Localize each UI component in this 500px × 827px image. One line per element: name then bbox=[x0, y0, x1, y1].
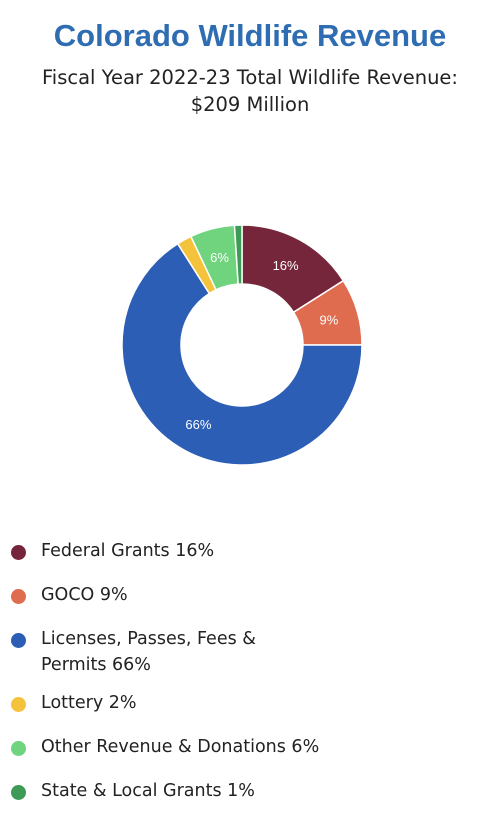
legend-swatch-other-revenue bbox=[11, 741, 26, 756]
slice-label-licenses-passes-fees-and-permits: 66% bbox=[185, 417, 211, 432]
chart-title: Colorado Wildlife Revenue bbox=[53, 18, 447, 53]
legend-label-other-revenue: Other Revenue & Donations 6% bbox=[41, 737, 320, 757]
legend-label-goco: GOCO 9% bbox=[41, 585, 128, 605]
slice-federal-grants[interactable] bbox=[241, 224, 345, 314]
subtitle-line-1: Fiscal Year 2022-23 Total Wildlife Reven… bbox=[41, 66, 458, 89]
legend-item-state-local-grants[interactable]: State & Local Grants 1% bbox=[11, 778, 491, 804]
legend-label-lottery: Lottery 2% bbox=[41, 693, 137, 713]
legend-swatch-lottery bbox=[11, 697, 26, 712]
slice-label-goco: 9% bbox=[320, 312, 339, 327]
legend-swatch-licenses bbox=[11, 633, 26, 648]
slice-label-other-revenue-and-donations: 6% bbox=[210, 250, 229, 265]
donut-labels: 16% 9% 66% 6% bbox=[185, 250, 338, 432]
legend-swatch-federal-grants bbox=[11, 545, 26, 560]
slice-label-federal-grants: 16% bbox=[273, 258, 299, 273]
legend-item-goco[interactable]: GOCO 9% bbox=[11, 582, 491, 608]
chart-legend: Federal Grants 16% GOCO 9% Licenses, Pas… bbox=[11, 538, 491, 822]
legend-item-other-revenue[interactable]: Other Revenue & Donations 6% bbox=[11, 734, 491, 760]
donut-slices bbox=[121, 224, 363, 466]
subtitle-line-2: $209 Million bbox=[190, 93, 310, 116]
slice-state-and-local-grants[interactable] bbox=[233, 224, 243, 285]
slice-lottery[interactable] bbox=[176, 235, 218, 295]
slice-licenses-passes-fees-and-permits[interactable] bbox=[121, 242, 363, 466]
slice-goco[interactable] bbox=[292, 279, 363, 346]
chart-subtitle: Fiscal Year 2022-23 Total Wildlife Reven… bbox=[0, 64, 500, 118]
slice-other-revenue-and-donations[interactable] bbox=[189, 224, 239, 291]
legend-label-federal-grants: Federal Grants 16% bbox=[41, 541, 215, 561]
legend-label-licenses: Licenses, Passes, Fees & Permits 66% bbox=[41, 629, 256, 675]
legend-item-federal-grants[interactable]: Federal Grants 16% bbox=[11, 538, 491, 564]
legend-swatch-goco bbox=[11, 589, 26, 604]
legend-label-state-local-grants: State & Local Grants 1% bbox=[41, 781, 255, 801]
legend-item-licenses[interactable]: Licenses, Passes, Fees & Permits 66% bbox=[11, 626, 491, 678]
legend-item-lottery[interactable]: Lottery 2% bbox=[11, 690, 491, 716]
legend-swatch-state-local-grants bbox=[11, 785, 26, 800]
